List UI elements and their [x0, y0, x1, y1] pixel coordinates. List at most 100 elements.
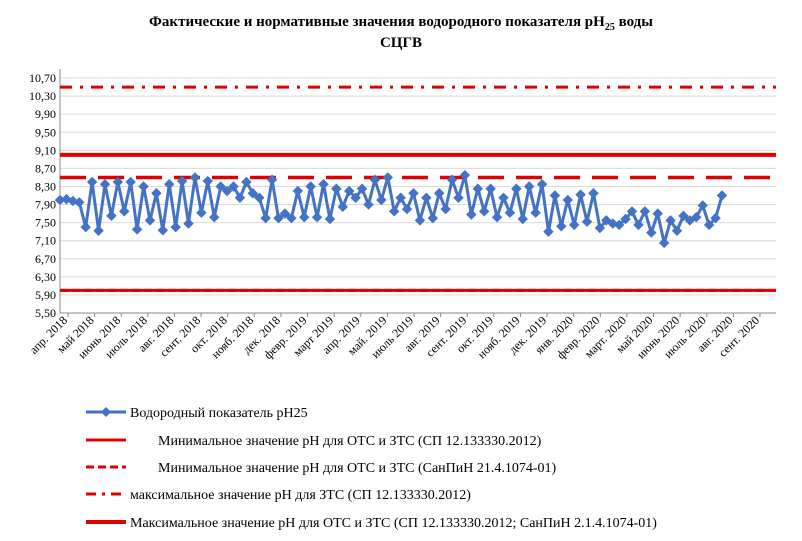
data-point	[613, 219, 625, 231]
data-point	[588, 188, 599, 199]
data-point	[421, 192, 432, 203]
data-point	[176, 175, 188, 187]
data-point	[658, 237, 670, 249]
data-point	[581, 216, 593, 227]
data-point	[247, 188, 259, 199]
data-point	[620, 213, 631, 225]
data-point	[536, 179, 548, 190]
y-tick-label: 7,90	[35, 198, 56, 212]
data-point	[401, 203, 413, 215]
data-point	[716, 190, 728, 201]
data-point	[568, 219, 580, 231]
data-point	[151, 188, 162, 199]
data-point	[408, 188, 419, 199]
data-point	[652, 208, 663, 219]
data-point	[511, 183, 522, 194]
data-point	[157, 225, 169, 236]
data-point	[369, 174, 381, 185]
y-tick-label: 8,30	[35, 179, 56, 193]
data-point	[485, 183, 496, 194]
data-point	[131, 224, 143, 235]
y-tick-label: 6,70	[35, 252, 56, 266]
y-tick-label: 7,50	[35, 216, 56, 230]
data-point	[523, 181, 535, 192]
data-point	[318, 179, 329, 190]
data-point	[472, 183, 483, 194]
data-point	[74, 197, 85, 208]
data-point	[209, 212, 220, 223]
data-point	[543, 226, 554, 237]
data-point	[183, 218, 194, 229]
y-tick-label: 10,70	[29, 71, 56, 85]
legend-label: максимальное значение pH для ЗТС (СП 12.…	[130, 488, 471, 503]
legend-label: Минимальное значение pH для ОТС и ЗТС (С…	[158, 461, 557, 476]
data-point	[202, 175, 214, 187]
data-point	[427, 212, 438, 224]
data-point	[299, 212, 310, 223]
data-point	[491, 212, 503, 223]
data-point	[697, 200, 708, 211]
data-point	[106, 210, 117, 222]
data-point	[363, 199, 374, 210]
data-point	[260, 212, 271, 224]
data-point	[311, 212, 323, 223]
y-tick-label: 10,30	[29, 89, 56, 103]
y-tick-label: 7,10	[35, 234, 56, 248]
data-point	[138, 181, 149, 192]
data-point	[305, 181, 316, 192]
data-point	[504, 207, 516, 218]
data-point	[498, 192, 509, 203]
data-point	[433, 188, 445, 199]
y-tick-label: 9,90	[35, 107, 56, 121]
data-point	[93, 225, 104, 236]
data-point	[254, 192, 265, 203]
data-point	[678, 210, 689, 222]
data-point	[626, 206, 638, 217]
legend-label: Максимальное значение pH для ОТС и ЗТС (…	[130, 516, 657, 531]
data-point	[646, 227, 657, 238]
data-point	[196, 207, 207, 218]
chart-title-line2: СЦГВ	[380, 35, 422, 51]
data-point	[234, 192, 246, 203]
data-point	[639, 206, 651, 217]
data-point	[665, 215, 676, 226]
data-point	[112, 176, 124, 188]
data-point	[164, 179, 175, 190]
data-point	[594, 222, 606, 234]
legend-series-marker	[101, 407, 111, 417]
data-point	[86, 176, 98, 188]
data-point	[446, 174, 458, 185]
data-point	[221, 185, 233, 197]
data-point	[286, 212, 297, 224]
data-point	[671, 225, 683, 236]
data-point	[633, 219, 644, 231]
data-point	[549, 190, 561, 201]
plot-area: 5,50 5,90 6,30 6,70 7,10 7,50 7,90 8,30 8,70 9,10…	[27, 69, 776, 362]
y-tick-label: 9,10	[35, 143, 56, 157]
data-point	[389, 206, 400, 217]
chart-title-line1: Фактические и нормативные значения водор…	[149, 14, 653, 33]
data-point	[119, 206, 130, 217]
data-point	[273, 212, 284, 224]
data-point	[170, 221, 181, 233]
y-tick-label: 9,50	[35, 125, 56, 139]
data-point	[466, 209, 477, 220]
data-point	[440, 203, 451, 215]
data-point	[344, 185, 355, 197]
data-point	[144, 215, 156, 226]
data-point	[324, 213, 336, 225]
data-point	[189, 172, 201, 183]
data-point	[331, 183, 342, 194]
data-point	[125, 176, 136, 188]
data-point	[350, 192, 361, 203]
data-point	[691, 212, 702, 223]
data-point	[530, 207, 541, 218]
data-point	[517, 213, 528, 225]
data-point	[414, 215, 426, 226]
data-point	[228, 181, 239, 192]
data-point	[710, 212, 721, 224]
data-point	[459, 169, 471, 181]
y-tick-label: 8,70	[35, 161, 56, 175]
data-point	[395, 192, 406, 203]
